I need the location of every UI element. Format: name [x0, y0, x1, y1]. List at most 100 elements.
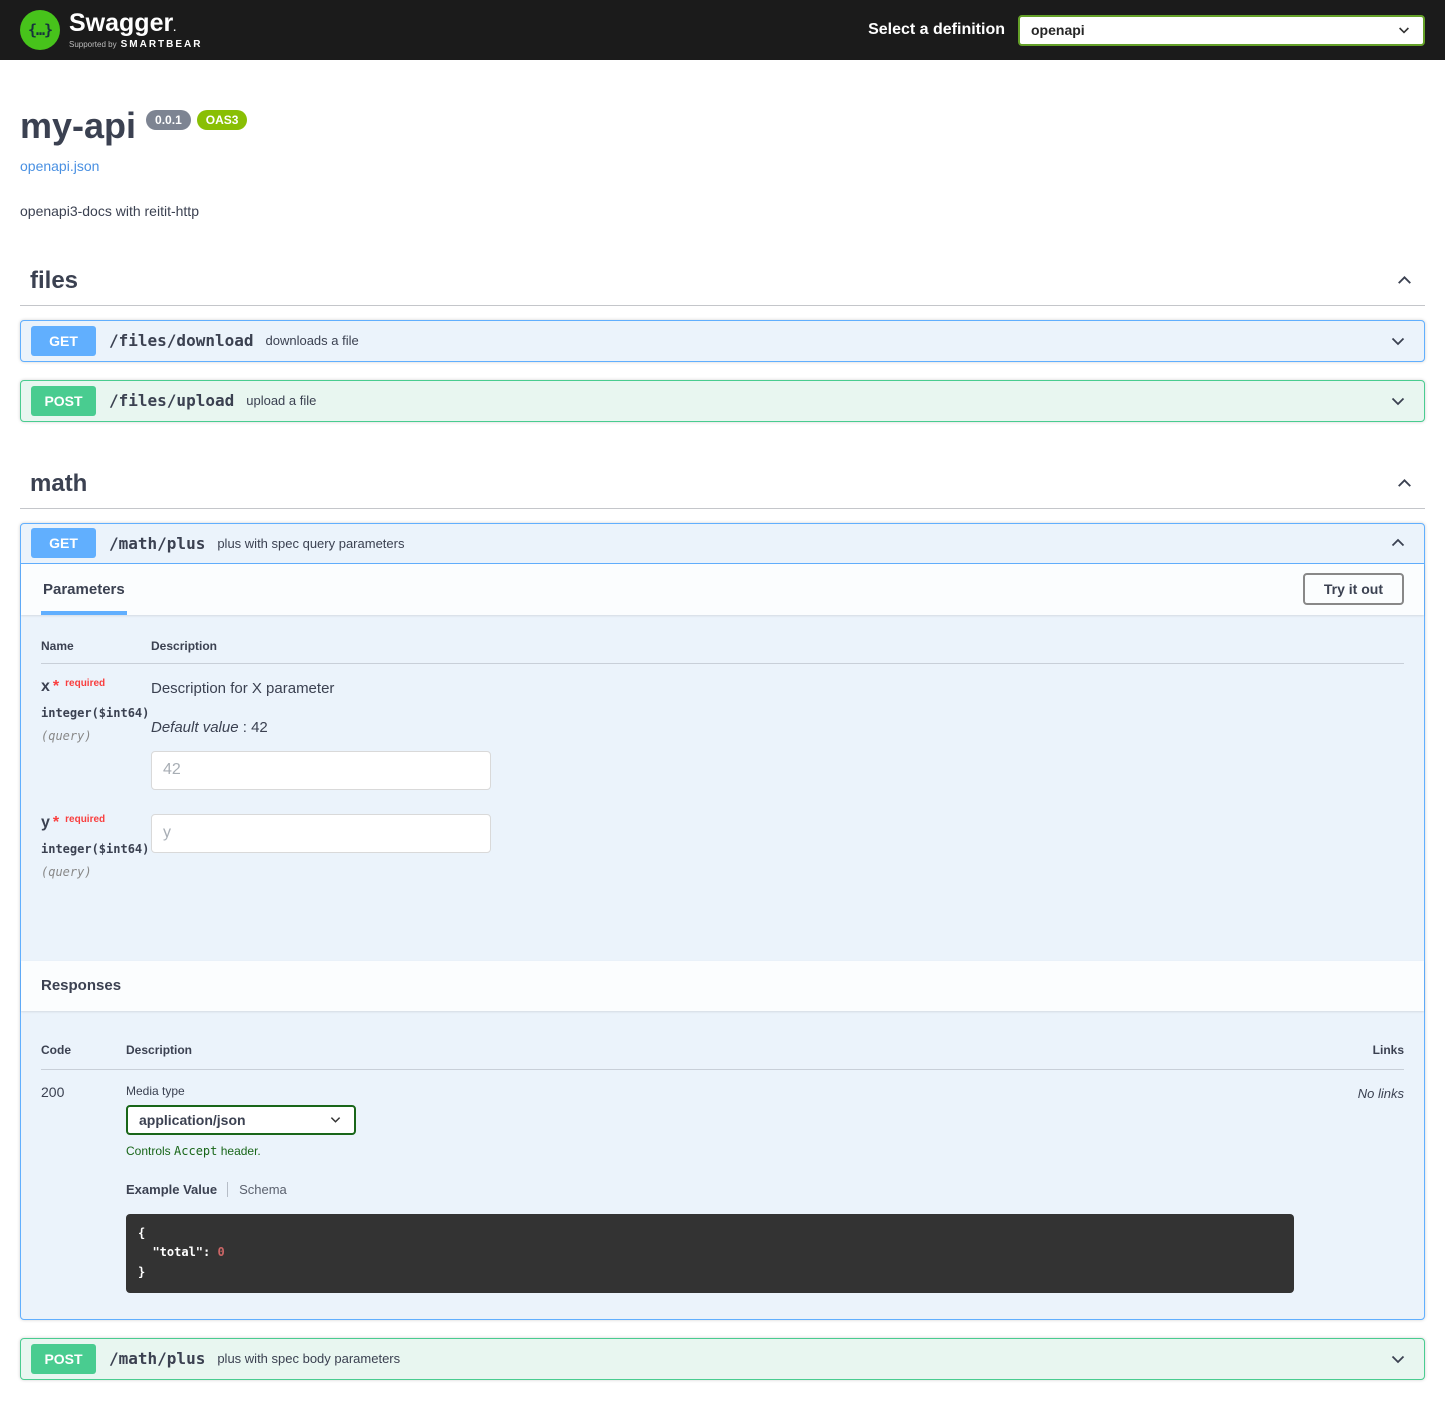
swagger-logo[interactable]: {…} Swagger. Supported by SMARTBEAR: [20, 10, 202, 50]
parameters-container: Name Description x * required integer($int…: [21, 615, 1424, 961]
chevron-down-icon: [328, 1112, 343, 1127]
op-summary-get-files-download[interactable]: GET /files/download downloads a file: [21, 321, 1424, 361]
tag-header-files[interactable]: files: [20, 257, 1425, 306]
braces-icon: {…}: [27, 21, 53, 39]
media-type-value: application/json: [139, 1111, 246, 1128]
tab-parameters[interactable]: Parameters: [41, 564, 127, 615]
links-column-header: Links: [1372, 1042, 1404, 1057]
op-path: /files/download: [109, 331, 254, 351]
chevron-down-icon[interactable]: [1388, 391, 1408, 411]
op-summary-text: plus with spec query parameters: [217, 535, 405, 551]
param-description-cell: [151, 813, 1404, 879]
param-row-x: x * required integer($int64) (query) Descr…: [41, 664, 1404, 800]
tab-example-value[interactable]: Example Value: [126, 1181, 218, 1197]
description-column-header: Description: [151, 638, 218, 653]
spec-link[interactable]: openapi.json: [20, 157, 100, 174]
media-type-select[interactable]: application/json: [126, 1104, 356, 1135]
param-default: Default value : 42: [151, 718, 268, 736]
responses-container: Code Description Links 200 Media type ap…: [21, 1011, 1424, 1319]
oas3-badge: OAS3: [196, 110, 248, 130]
chevron-up-icon[interactable]: [1394, 270, 1415, 291]
responses-table-header: Code Description Links: [41, 1027, 1404, 1070]
topbar: {…} Swagger. Supported by SMARTBEAR Sele…: [0, 0, 1445, 60]
required-label: required: [65, 677, 106, 689]
json-key: "total": [138, 1245, 204, 1260]
chevron-up-icon[interactable]: [1394, 473, 1415, 494]
swagger-logo-icon: {…}: [20, 10, 60, 50]
required-star: *: [52, 677, 60, 695]
method-badge-post: POST: [31, 385, 96, 416]
code-column-header: Code: [41, 1042, 71, 1057]
definition-select-value: openapi: [1031, 22, 1085, 38]
definition-select-group: Select a definition openapi: [868, 14, 1425, 46]
chevron-down-icon[interactable]: [1388, 331, 1408, 351]
select-definition-label: Select a definition: [868, 21, 1005, 38]
page-title: my-api 0.0.1 OAS3: [20, 106, 1425, 146]
tag-section-files: files GET /files/download downloads a fi…: [20, 257, 1425, 422]
param-location: (query): [41, 728, 92, 743]
api-description: openapi3-docs with reitit-http: [20, 202, 199, 219]
method-badge-get: GET: [31, 325, 96, 356]
responses-section-header: Responses: [21, 960, 1424, 1011]
response-row-200: 200 Media type application/json Controls…: [41, 1070, 1404, 1293]
param-location: (query): [41, 864, 92, 879]
description-column-header: Description: [126, 1042, 193, 1057]
param-y-input[interactable]: [151, 813, 491, 853]
response-links: No links: [1357, 1085, 1404, 1101]
version-badge: 0.0.1: [146, 110, 191, 130]
tag-header-math[interactable]: math: [20, 460, 1425, 509]
op-path: /math/plus: [109, 533, 206, 553]
param-name: y: [41, 813, 50, 831]
op-path: /files/upload: [109, 391, 235, 411]
chevron-up-icon[interactable]: [1388, 533, 1408, 553]
response-description-cell: Media type application/json Controls Acc…: [126, 1084, 1294, 1293]
required-star: *: [52, 813, 60, 831]
param-name: x: [41, 677, 50, 695]
op-post-files-upload: POST /files/upload upload a file: [20, 379, 1425, 422]
definition-select[interactable]: openapi: [1018, 14, 1425, 46]
tag-title-math: math: [30, 469, 88, 497]
param-description: Description for X parameter: [151, 679, 335, 697]
method-badge-get: GET: [31, 528, 96, 559]
param-name-cell: y * required integer($int64) (query): [41, 814, 151, 879]
try-it-out-button[interactable]: Try it out: [1302, 573, 1404, 606]
op-summary-post-math-plus[interactable]: POST /math/plus plus with spec body para…: [21, 1339, 1424, 1379]
tag-title-files: files: [30, 266, 79, 294]
op-get-files-download: GET /files/download downloads a file: [20, 319, 1425, 362]
op-post-math-plus: POST /math/plus plus with spec body para…: [20, 1337, 1425, 1380]
trademark-mark: .: [173, 22, 176, 34]
api-info: my-api 0.0.1 OAS3 openapi.json openapi3-…: [20, 60, 1425, 219]
op-summary-text: downloads a file: [265, 333, 359, 349]
param-type: integer($int64): [41, 841, 150, 856]
chevron-down-icon: [1396, 22, 1412, 38]
param-row-y: y * required integer($int64) (query): [41, 800, 1404, 889]
op-summary-post-files-upload[interactable]: POST /files/upload upload a file: [21, 381, 1424, 421]
op-tab-header: Parameters Try it out: [21, 563, 1424, 615]
param-type: integer($int64): [41, 705, 150, 720]
param-x-input[interactable]: [151, 750, 491, 790]
accept-header-note: Controls Accept header.: [126, 1143, 261, 1158]
op-summary-text: plus with spec body parameters: [217, 1351, 401, 1367]
tag-section-math: math GET /math/plus plus with spec query…: [20, 460, 1425, 1380]
smartbear-logo: SMARTBEAR: [120, 38, 203, 50]
tab-schema[interactable]: Schema: [227, 1181, 287, 1197]
param-description-cell: Description for X parameter Default valu…: [151, 678, 1404, 790]
example-code-block: { "total": 0 }: [126, 1213, 1294, 1293]
op-summary-text: upload a file: [246, 393, 317, 409]
responses-title: Responses: [41, 977, 122, 995]
method-badge-post: POST: [31, 1343, 96, 1374]
chevron-down-icon[interactable]: [1388, 1349, 1408, 1369]
api-title: my-api: [20, 105, 137, 146]
parameters-table-header: Name Description: [41, 627, 1404, 664]
op-summary-get-math-plus[interactable]: GET /math/plus plus with spec query para…: [21, 524, 1424, 564]
brand-subtitle: Supported by SMARTBEAR: [69, 38, 203, 50]
json-number: 0: [217, 1245, 225, 1260]
media-type-label: Media type: [126, 1083, 185, 1098]
required-label: required: [65, 813, 106, 825]
name-column-header: Name: [41, 638, 74, 653]
op-path: /math/plus: [109, 1349, 206, 1369]
model-example-tabs: Example Value Schema: [126, 1181, 1294, 1197]
op-get-math-plus: GET /math/plus plus with spec query para…: [20, 522, 1425, 1320]
param-name-cell: x * required integer($int64) (query): [41, 678, 151, 790]
brand-name: Swagger.: [69, 8, 176, 37]
